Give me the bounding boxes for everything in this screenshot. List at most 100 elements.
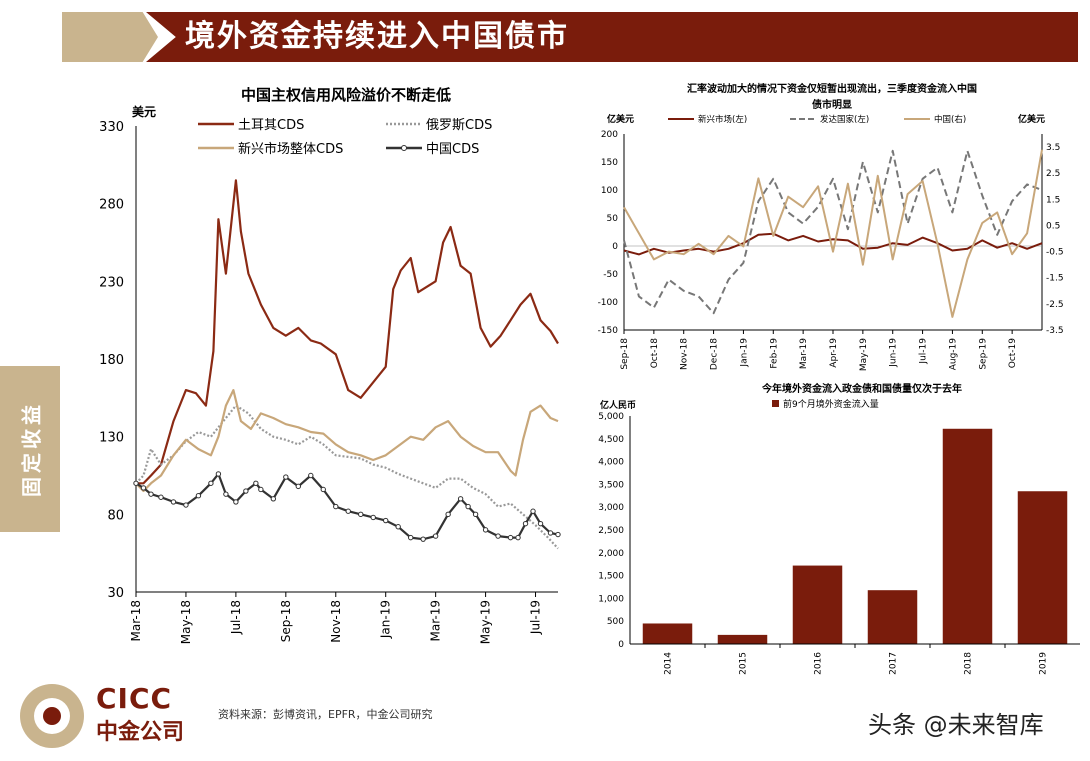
y-axis-label-left: 亿美元 bbox=[607, 113, 634, 125]
legend-marker bbox=[401, 145, 407, 151]
china-cds-marker bbox=[270, 496, 277, 502]
logo-text-en: CICC bbox=[96, 682, 173, 715]
y-tick-label-right: 3.5 bbox=[1046, 143, 1060, 153]
x-tick-label: 2019 bbox=[1039, 652, 1049, 675]
bar bbox=[867, 590, 918, 644]
x-tick-label: 2018 bbox=[964, 652, 974, 675]
x-tick-label: May-19 bbox=[859, 338, 869, 371]
china-cds-marker bbox=[420, 536, 426, 542]
legend-label-3: 中国CDS bbox=[426, 142, 479, 157]
chart-title: 中国主权信用风险溢价不断走低 bbox=[241, 86, 451, 104]
x-tick-label: Mar-18 bbox=[129, 600, 143, 641]
y-tick-label: 2,500 bbox=[598, 526, 624, 536]
header-bar bbox=[146, 12, 1078, 62]
series-line-1 bbox=[623, 149, 1043, 315]
china-cds-marker bbox=[215, 471, 222, 477]
china-cds-marker bbox=[370, 514, 376, 521]
y-axis-label: 亿人民币 bbox=[600, 399, 636, 411]
y-tick-label: 180 bbox=[99, 353, 124, 368]
inflow-bar-chart: 今年境外资金流入政金债和国债量仅次于去年 亿人民币 前9个月境外资金流入量 5,… bbox=[598, 382, 1080, 675]
x-tick-label: Jul-18 bbox=[229, 600, 243, 635]
bar bbox=[642, 623, 693, 644]
logo-icon-dot bbox=[43, 707, 61, 725]
china-cds-marker bbox=[148, 491, 154, 497]
y-tick-label: 330 bbox=[99, 120, 124, 135]
y-tick-label-left: -150 bbox=[598, 326, 619, 336]
china-cds-marker bbox=[258, 486, 264, 493]
x-tick-label: May-19 bbox=[479, 600, 493, 644]
x-tick-label: Oct-18 bbox=[650, 338, 660, 369]
x-tick-label: Nov-18 bbox=[329, 600, 343, 643]
china-cds-marker bbox=[320, 486, 326, 493]
china-cds-marker bbox=[432, 533, 439, 539]
x-tick-label: May-18 bbox=[179, 600, 193, 644]
y-tick-label-right: -3.5 bbox=[1046, 326, 1064, 336]
x-tick-label: Jul-19 bbox=[919, 338, 929, 365]
series-line-2 bbox=[623, 149, 1043, 318]
china-cds-marker bbox=[465, 503, 471, 510]
x-tick-label: Mar-19 bbox=[429, 600, 443, 641]
x-tick-label: Jul-19 bbox=[529, 600, 543, 635]
legend-label-2: 中国(右) bbox=[934, 114, 966, 125]
bar bbox=[717, 634, 768, 644]
bar bbox=[942, 428, 993, 644]
x-tick-label: Sep-19 bbox=[978, 338, 988, 370]
china-cds-marker bbox=[233, 499, 239, 505]
china-cds-marker bbox=[208, 480, 214, 486]
y-tick-label-left: 200 bbox=[601, 130, 618, 140]
y-tick-label-right: 1.5 bbox=[1046, 195, 1060, 205]
x-tick-label: Aug-19 bbox=[948, 338, 958, 371]
x-tick-label: Sep-18 bbox=[279, 600, 293, 642]
bar bbox=[792, 565, 843, 644]
legend-swatch bbox=[772, 400, 779, 407]
y-tick-label-left: 0 bbox=[612, 242, 618, 252]
y-tick-label: 3,000 bbox=[598, 503, 624, 513]
cds-line-chart: 中国主权信用风险溢价不断走低 美元 330 280 230 180 130 80 30 Ma… bbox=[99, 86, 561, 644]
legend-label-2: 新兴市场整体CDS bbox=[238, 141, 343, 157]
china-cds-marker bbox=[522, 520, 529, 527]
china-cds-marker bbox=[308, 472, 314, 479]
china-cds-marker bbox=[383, 517, 389, 524]
y-tick-label: 280 bbox=[99, 198, 124, 213]
y-axis-label: 美元 bbox=[132, 104, 156, 119]
chart-title: 今年境外资金流入政金债和国债量仅次于去年 bbox=[761, 382, 962, 395]
china-cds-marker bbox=[515, 534, 521, 541]
china-cds-marker bbox=[537, 520, 544, 527]
y-axis-label-right: 亿美元 bbox=[1018, 113, 1045, 125]
x-tick-label: 2017 bbox=[889, 652, 899, 675]
y-tick-label: 4,500 bbox=[598, 435, 624, 445]
y-tick-label-left: -100 bbox=[598, 298, 619, 308]
y-tick-label-right: 0.5 bbox=[1046, 221, 1060, 231]
china-cds-marker bbox=[358, 511, 364, 518]
legend-label-0: 新兴市场(左) bbox=[698, 114, 747, 125]
china-cds-marker bbox=[295, 483, 302, 490]
china-cds-marker bbox=[395, 524, 401, 530]
y-tick-label: 0 bbox=[618, 640, 624, 650]
china-cds-marker bbox=[495, 533, 501, 539]
china-cds-marker bbox=[253, 480, 259, 486]
header-accent bbox=[62, 12, 158, 62]
x-tick-label: 2016 bbox=[814, 652, 824, 675]
china-cds-marker bbox=[530, 508, 536, 514]
x-tick-label: Jan-19 bbox=[739, 338, 749, 368]
china-cds-marker bbox=[223, 491, 229, 497]
series-line-2 bbox=[135, 389, 559, 493]
china-cds-marker bbox=[140, 485, 147, 491]
y-tick-label: 5,000 bbox=[598, 412, 624, 422]
y-tick-label-left: 50 bbox=[607, 214, 619, 224]
y-tick-label: 3,500 bbox=[598, 480, 624, 490]
section-tab bbox=[0, 366, 60, 532]
logo-text-cn: 中金公司 bbox=[96, 720, 185, 745]
y-tick-label-left: 150 bbox=[601, 158, 618, 168]
x-tick-label: Jan-19 bbox=[379, 600, 393, 639]
legend-label-0: 土耳其CDS bbox=[238, 118, 304, 133]
y-tick-label: 4,000 bbox=[598, 458, 624, 468]
bar bbox=[1017, 491, 1068, 644]
source-note: 资料来源：彭博资讯，EPFR，中金公司研究 bbox=[218, 708, 433, 721]
china-cds-marker bbox=[158, 494, 164, 500]
y-tick-label: 230 bbox=[99, 275, 124, 290]
y-tick-label: 80 bbox=[107, 508, 124, 523]
china-cds-marker bbox=[170, 499, 177, 505]
page-title: 境外资金持续进入中国债市 bbox=[185, 19, 569, 54]
y-tick-label: 500 bbox=[607, 617, 624, 627]
